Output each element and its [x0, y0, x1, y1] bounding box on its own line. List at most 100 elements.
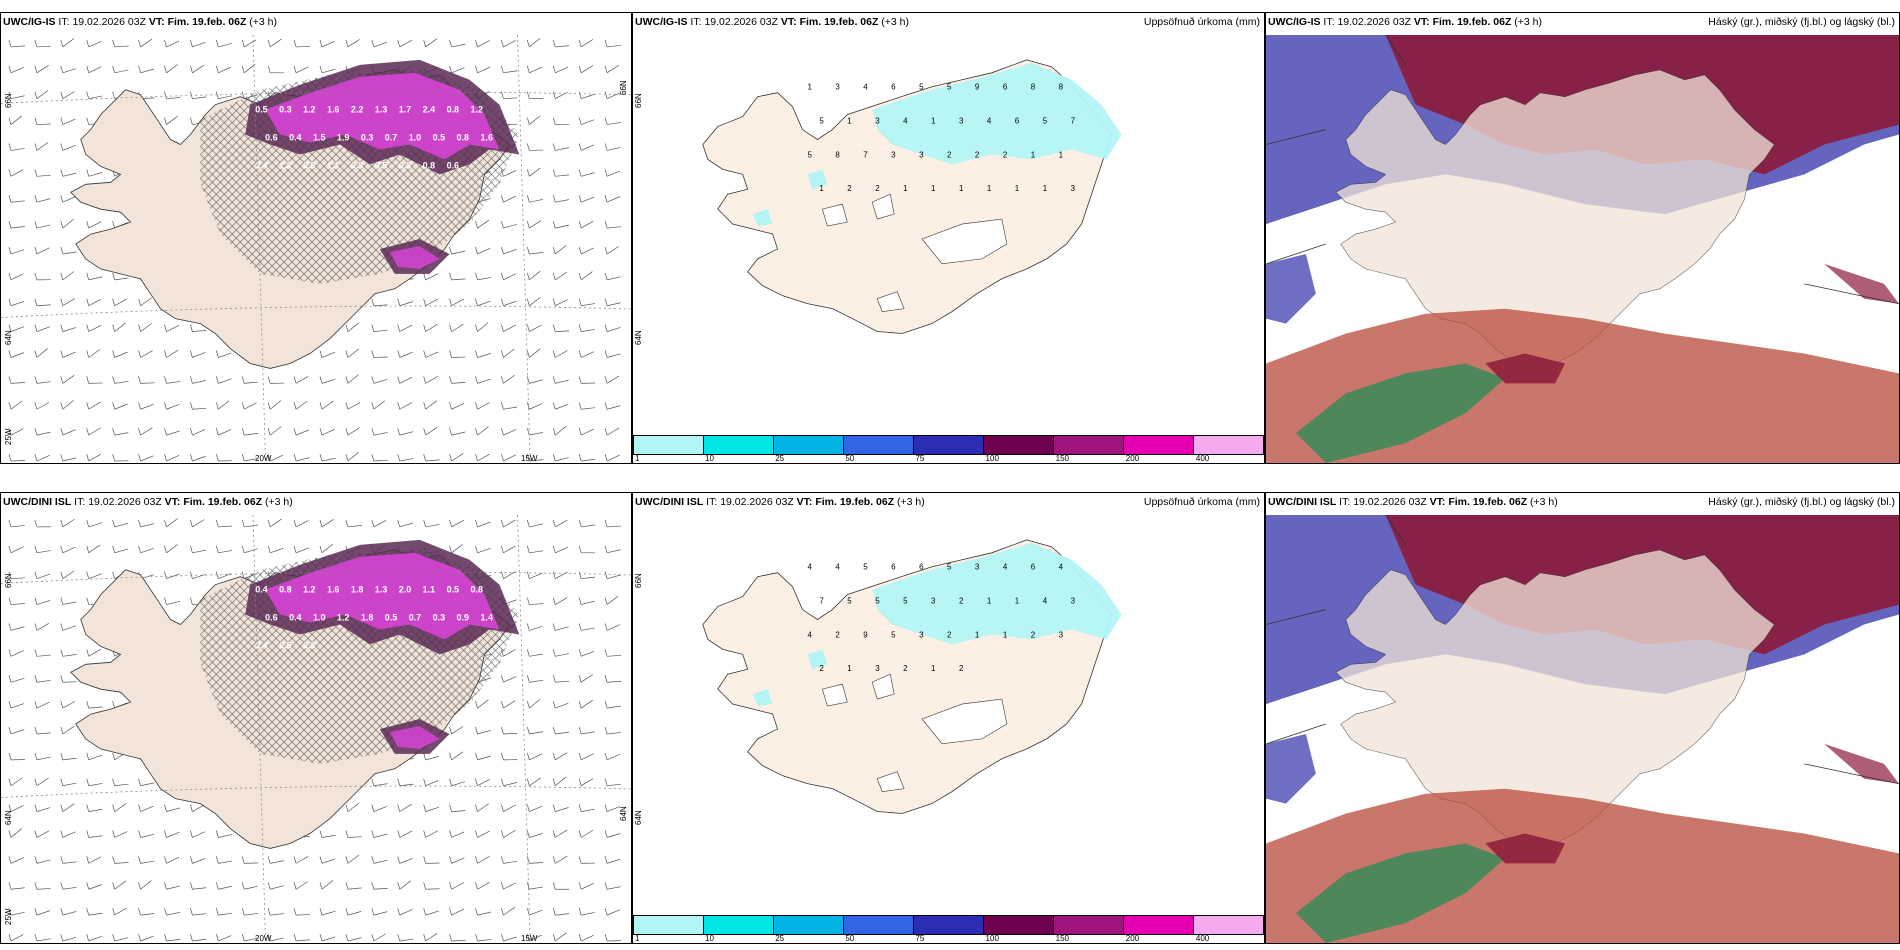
colorbar-tick-label: 10	[705, 454, 715, 463]
colorbar-swatch	[704, 916, 774, 934]
lat-label-25w: 25W	[4, 908, 13, 925]
snow-depth-label: 1.2	[337, 613, 349, 623]
precip-amount-label: 4	[863, 83, 868, 92]
precip-amount-label: 2	[947, 150, 952, 159]
precip-amount-label: 3	[1059, 630, 1064, 639]
lat-label-64: 64N	[634, 330, 643, 345]
precip-amount-label: 2	[1003, 150, 1008, 159]
panel-header: UWC/DINI ISL IT: 19.02.2026 03Z VT: Fim.…	[635, 496, 925, 508]
snow-depth-label: 1.3	[375, 105, 387, 115]
precip-amount-label: 2	[959, 664, 964, 673]
colorbar-swatch	[1054, 436, 1124, 454]
panel-header: UWC/DINI ISL IT: 19.02.2026 03Z VT: Fim.…	[3, 496, 293, 508]
precip-amount-label: 5	[807, 150, 812, 159]
snow-depth-label: 0.8	[447, 105, 459, 115]
map-clouds-top[interactable]	[1266, 35, 1899, 463]
snow-depth-label: 0.8	[457, 133, 469, 143]
snow-depth-label: 1.2	[471, 105, 483, 115]
snow-depth-label: 1.8	[361, 613, 373, 623]
snow-depth-label: 1.6	[327, 105, 339, 115]
snow-depth-label: 0.8	[423, 160, 435, 170]
snow-depth-label: 0.4	[255, 640, 267, 650]
colorbar-swatch	[1194, 436, 1263, 454]
precip-amount-label: 3	[975, 563, 980, 572]
colorbar-tick-label: 75	[915, 934, 925, 943]
snow-depth-label: 2.0	[399, 585, 411, 595]
colorbar-tick-label: 150	[1055, 454, 1070, 463]
snow-depth-label: 0.4	[289, 133, 301, 143]
precip-amount-label: 8	[1031, 83, 1036, 92]
product-title: Háský (gr.), miðský (fj.bl.) og lágský (…	[1708, 496, 1895, 508]
precip-amount-label: 3	[959, 117, 964, 126]
snow-depth-label: 0.3	[279, 105, 291, 115]
snow-depth-label: 2.2	[351, 105, 363, 115]
precip-amount-label: 1	[847, 664, 852, 673]
snow-depth-label: 0.6	[265, 133, 277, 143]
colorbar-precip-bottom: 1 10 25 50 75 100 150 200 400	[633, 915, 1264, 943]
precip-amount-label: 3	[875, 117, 880, 126]
precip-amount-label: 5	[875, 597, 880, 606]
precip-amount-label: 6	[891, 563, 896, 572]
precip-amount-label: 9	[975, 83, 980, 92]
precip-amount-label: 5	[847, 597, 852, 606]
precip-amount-label: 6	[891, 83, 896, 92]
lat-label-64: 64N	[4, 330, 13, 345]
precip-amount-label: 5	[947, 563, 952, 572]
lon-label-20w: 20W	[255, 454, 272, 463]
snow-depth-label: 0.7	[409, 613, 421, 623]
snow-depth-label: 0.6	[265, 613, 277, 623]
map-snow-bottom[interactable]: 0.4 0.8 1.2 1.6 1.8 1.3 2.0 1.1 0.5 0.8 0.6 0.4 1.0 1…	[1, 515, 631, 943]
map-clouds-bottom[interactable]	[1266, 515, 1899, 943]
precip-amount-label: 1	[931, 664, 936, 673]
snow-depth-label: 1.0	[409, 133, 421, 143]
snow-depth-label: 0.3	[351, 160, 363, 170]
colorbar-swatch	[844, 436, 914, 454]
precip-amount-label: 2	[875, 184, 880, 193]
snow-depth-label: 0.3	[361, 133, 373, 143]
product-title: Uppsöfnuð úrkoma (mm)	[1143, 16, 1260, 28]
snow-depth-label: 0.5	[255, 105, 267, 115]
colorbar-tick-label: 1	[635, 454, 640, 463]
colorbar-tick-label: 400	[1195, 454, 1210, 463]
snow-depth-label: 0.3	[399, 160, 411, 170]
precip-amount-label: 4	[1003, 563, 1008, 572]
precip-amount-label: 1	[1043, 184, 1048, 193]
panel-header: UWC/IG-IS IT: 19.02.2026 03Z VT: Fim. 19…	[1268, 16, 1543, 28]
precip-amount-label: 1	[819, 184, 824, 193]
map-precip-top[interactable]: 1 3 4 6 5 5 9 6 8 8 5 1 3 4 1 3 4 6 5 7 5 8 7 3 3 2 2 2 1 1 1 2 2 1 1 1 1 1 1 3	[633, 35, 1264, 433]
lon-label-15w: 15W	[521, 934, 538, 943]
precip-amount-label: 1	[987, 597, 992, 606]
colorbar-swatch	[984, 436, 1054, 454]
snow-depth-label: 1.6	[327, 585, 339, 595]
precip-amount-label: 3	[931, 597, 936, 606]
panel-precip-top: UWC/IG-IS IT: 19.02.2026 03Z VT: Fim. 19…	[632, 12, 1265, 464]
snow-depth-label: 2.4	[423, 105, 435, 115]
panel-precip-bottom: UWC/DINI ISL IT: 19.02.2026 03Z VT: Fim.…	[632, 492, 1265, 944]
colorbar-tick-label: 50	[845, 934, 855, 943]
colorbar-precip-top: 1 10 25 50 75 100 150 200 400	[633, 435, 1264, 463]
map-snow-top[interactable]: 0.5 0.3 1.2 1.6 2.2 1.3 1.7 2.4 0.8 1.2 0.6 0.4 1.5 1…	[1, 35, 631, 463]
colorbar-swatch	[774, 436, 844, 454]
panel-header: UWC/IG-IS IT: 19.02.2026 03Z VT: Fim. 19…	[3, 16, 278, 28]
colorbar-swatch	[1124, 436, 1194, 454]
map-precip-bottom[interactable]: 4 4 5 6 6 5 3 4 6 4 7 5 5 5 3 2 1 1 4 3 4 2 9 5 3 2 1 1 2 3 2 1 3 2 1 2	[633, 515, 1264, 913]
colorbar-tick-label: 150	[1055, 934, 1070, 943]
precip-amount-label: 5	[947, 83, 952, 92]
precip-amount-label: 1	[1059, 150, 1064, 159]
precip-amount-label: 2	[1031, 630, 1036, 639]
colorbar-tick-label: 25	[775, 454, 785, 463]
colorbar-tick-label: 10	[705, 934, 715, 943]
snow-depth-label: 1.9	[337, 133, 349, 143]
lat-label-64: 64N	[4, 810, 13, 825]
precip-amount-label: 2	[819, 664, 824, 673]
precip-amount-label: 1	[959, 184, 964, 193]
snow-depth-label: 1.7	[399, 105, 411, 115]
snow-depth-label: 0.3	[433, 613, 445, 623]
lat-label-64: 64N	[634, 810, 643, 825]
precip-amount-label: 3	[1071, 597, 1076, 606]
lat-label-25w: 25W	[4, 428, 13, 445]
panel-clouds-bottom: UWC/DINI ISL IT: 19.02.2026 03Z VT: Fim.…	[1265, 492, 1900, 944]
lat-label-66: 66N	[634, 93, 643, 108]
colorbar-swatch	[1054, 916, 1124, 934]
colorbar-tick-label: 100	[985, 934, 999, 943]
